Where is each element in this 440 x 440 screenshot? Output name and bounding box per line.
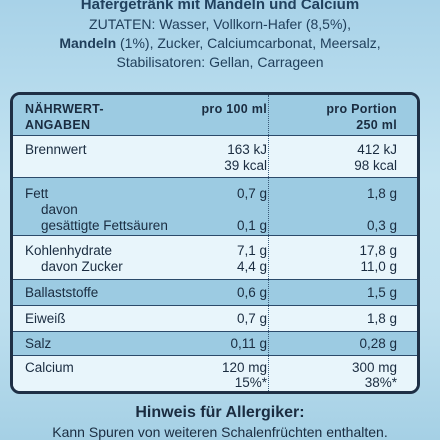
carbs-100ml: 7,1 g <box>236 243 267 258</box>
protein-portion: 1,8 g <box>366 311 397 326</box>
row-protein: Eiweiß 0,7 g 1,8 g <box>13 305 417 332</box>
energy-label: Brennwert <box>25 142 87 157</box>
energy-kcal-portion: 98 kcal <box>354 158 397 173</box>
nutrition-table: NÄHRWERT- ANGABEN pro 100 ml pro Portion… <box>10 92 420 394</box>
fat-label: Fett <box>25 186 49 201</box>
saturated-fat-portion: 0,3 g <box>366 218 397 233</box>
header-portion-size: 250 ml <box>356 118 397 132</box>
carbs-label: Kohlenhydrate <box>25 243 113 258</box>
fiber-label: Ballaststoffe <box>25 285 99 300</box>
energy-kj-portion: 412 kJ <box>357 142 397 157</box>
allergy-title: Hinweis für Allergiker: <box>135 404 305 421</box>
sugar-label: davon Zucker <box>41 259 123 274</box>
ingredients-line-3: Stabilisatoren: Gellan, Carrageen <box>116 54 324 70</box>
fat-100ml: 0,7 g <box>236 186 267 201</box>
header-per-100ml: pro 100 ml <box>201 102 267 116</box>
salt-label: Salz <box>25 336 52 351</box>
calcium-label: Calcium <box>25 360 74 375</box>
calcium-portion-percent: 38%* <box>364 375 397 390</box>
row-calcium: Calcium 120 mg 15%* 300 mg 38%* <box>13 355 417 391</box>
fat-portion: 1,8 g <box>366 186 397 201</box>
ingredients-line-2: Mandeln (1%), Zucker, Calciumcarbonat, M… <box>0 34 440 53</box>
energy-kj-100ml: 163 kJ <box>227 142 267 157</box>
fat-sub-label-2: gesättigte Fettsäuren <box>41 218 168 233</box>
fat-sub-label-1: davon <box>41 202 78 217</box>
calcium-100ml: 120 mg <box>221 360 267 375</box>
row-fat: Fett davon gesättigte Fettsäuren 0,7 g 1… <box>13 177 417 236</box>
ingredients-line-2-rest: (1%), Zucker, Calciumcarbonat, Meersalz, <box>116 35 381 51</box>
header-per-portion: pro Portion <box>326 102 397 116</box>
allergy-text: Kann Spuren von weiteren Schalenfrüchten… <box>52 424 388 440</box>
row-salt: Salz 0,11 g 0,28 g <box>13 331 417 356</box>
ingredients-almonds: Mandeln <box>59 35 117 51</box>
row-carbohydrates: Kohlenhydrate davon Zucker 7,1 g 17,8 g … <box>13 235 417 280</box>
nutrition-header-row: NÄHRWERT- ANGABEN pro 100 ml pro Portion… <box>13 95 417 135</box>
sugar-portion: 11,0 g <box>360 259 397 274</box>
fiber-portion: 1,5 g <box>366 285 397 300</box>
calcium-100ml-percent: 15%* <box>234 375 267 390</box>
product-headline: Hafergetränk mit Mandeln und Calcium <box>80 0 360 13</box>
protein-label: Eiweiß <box>25 311 66 326</box>
sugar-100ml: 4,4 g <box>236 259 267 274</box>
salt-portion: 0,28 g <box>359 336 397 351</box>
column-divider <box>268 95 269 391</box>
ingredients-line-1: ZUTATEN: Wasser, Vollkorn-Hafer (8,5%), <box>89 16 351 32</box>
fiber-100ml: 0,6 g <box>236 285 267 300</box>
header-label-1: NÄHRWERT- <box>25 102 104 116</box>
saturated-fat-100ml: 0,1 g <box>236 218 267 233</box>
energy-kcal-100ml: 39 kcal <box>224 158 267 173</box>
row-fiber: Ballaststoffe 0,6 g 1,5 g <box>13 279 417 306</box>
carbs-portion: 17,8 g <box>359 243 397 258</box>
header-label-2: ANGABEN <box>25 118 91 132</box>
protein-100ml: 0,7 g <box>236 311 267 326</box>
salt-100ml: 0,11 g <box>230 336 267 351</box>
calcium-portion: 300 mg <box>351 360 397 375</box>
row-energy: Brennwert 163 kJ 39 kcal 412 kJ 98 kcal <box>13 135 417 178</box>
